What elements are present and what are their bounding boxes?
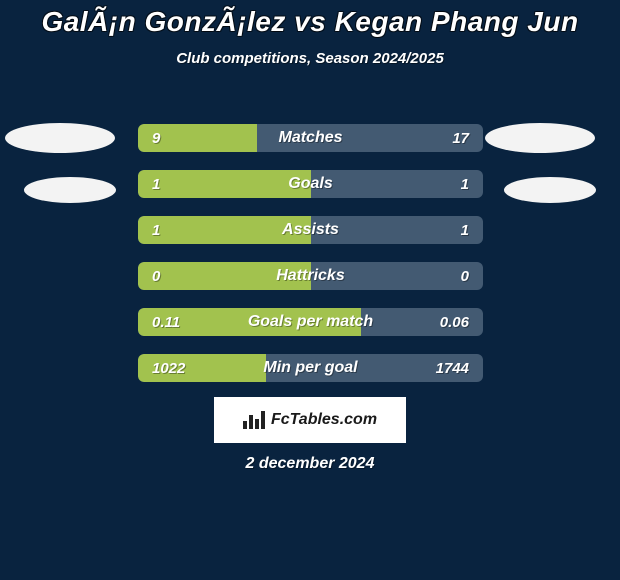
page-title: GalÃ¡n GonzÃ¡lez vs Kegan Phang Jun [0,0,620,38]
stat-row: 0.110.06Goals per match [138,308,483,336]
stat-label: Min per goal [138,354,483,382]
chart-icon [243,411,265,429]
subtitle: Club competitions, Season 2024/2025 [0,50,620,67]
stat-row: 11Assists [138,216,483,244]
player-right-photo-placeholder-2 [504,177,596,203]
player-left-photo-placeholder-2 [24,177,116,203]
logo-text: FcTables.com [271,411,377,429]
stat-bars: 917Matches 11Goals 11Assists 00Hattricks 0.1… [138,124,483,400]
comparison-infographic: GalÃ¡n GonzÃ¡lez vs Kegan Phang Jun Club… [0,0,620,580]
stat-label: Goals per match [138,308,483,336]
fctables-logo: FcTables.com [214,397,406,443]
stat-label: Hattricks [138,262,483,290]
player-right-photo-placeholder-1 [485,123,595,153]
stat-row: 11Goals [138,170,483,198]
date-text: 2 december 2024 [0,455,620,473]
stat-label: Goals [138,170,483,198]
stat-row: 10221744Min per goal [138,354,483,382]
stat-label: Matches [138,124,483,152]
player-left-photo-placeholder-1 [5,123,115,153]
stat-label: Assists [138,216,483,244]
stat-row: 00Hattricks [138,262,483,290]
stat-row: 917Matches [138,124,483,152]
